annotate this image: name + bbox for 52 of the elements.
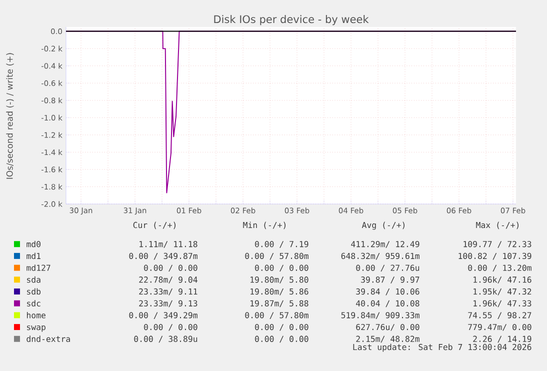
text: 23.33m/ 9.13 [139,300,198,308]
chart-title: Disk IOs per device - by week [214,15,369,26]
text: 779.47m/ 0.00 [468,324,532,331]
text: 0.00 / 0.00 [255,336,308,343]
text: 19.80m/ 5.80 [250,276,308,284]
text: Avg (-/+) [362,222,405,230]
text: 1.96k/ 47.16 [474,276,532,284]
text: 0.00 / 27.76u [356,264,420,272]
text: 519.84m/ 909.33m [341,312,420,319]
text: 0.00 / 349.87m [129,252,198,260]
text: 0.00 / 57.80m [245,312,308,319]
text: 411.29m/ 12.49 [351,241,420,248]
text: Cur (-/+) [133,222,176,230]
text: 40.04 / 10.08 [356,300,420,308]
text: Last update: Sat Feb 7 13:00:04 2026 [353,344,532,352]
text: 1.95k/ 47.32 [474,288,532,296]
text: 74.55 / 98.27 [468,312,532,319]
text: 0.00 / 0.00 [144,324,198,331]
text: 0.00 / 349.29m [129,312,198,319]
legend-label: md0 [26,240,40,248]
text: 627.76u/ 0.00 [356,324,420,331]
text: 0.00 / 0.00 [144,264,198,272]
text: 100.82 / 107.39 [458,252,532,260]
text: 0.00 / 57.80m [245,252,308,260]
text: 22.78m/ 9.04 [139,276,198,284]
text: 0.00 / 0.00 [255,324,308,331]
y-axis-title: IOs/second read (-) / write (+) [6,53,14,179]
text: 2.26 / 14.19 [473,336,532,343]
text: Min (-/+) [243,222,286,230]
legend-label: swap [27,325,46,332]
text: 0.00 / 7.19 [255,241,308,248]
legend-label: md127 [26,264,50,271]
text: Max (-/+) [476,222,519,230]
legend-label: dnd-extra [26,336,70,342]
text: 648.32m/ 959.61m [341,252,420,260]
text: 39.84 / 10.06 [356,288,420,296]
text: 19.87m/ 5.88 [250,300,308,308]
text: 39.87 / 9.97 [361,276,420,284]
legend-label: md1 [26,252,40,260]
text: 0.00 / 0.00 [255,264,308,272]
text: 23.33m/ 9.11 [139,288,198,296]
legend-label: sdc [27,300,40,306]
text: 1.11m/ 11.18 [140,241,198,248]
legend-label: sda [27,276,40,283]
text: 19.80m/ 5.86 [250,288,308,296]
text: 0.00 / 38.89u [134,336,198,343]
text: 109.77 / 72.33 [464,241,532,248]
text: 1.96k/ 47.33 [474,300,532,308]
legend-label: sdb [27,288,41,295]
text: 0.00 / 13.20m [468,264,532,272]
text: 2.15m/ 48.82m [356,336,420,343]
legend-label: home [26,312,46,318]
